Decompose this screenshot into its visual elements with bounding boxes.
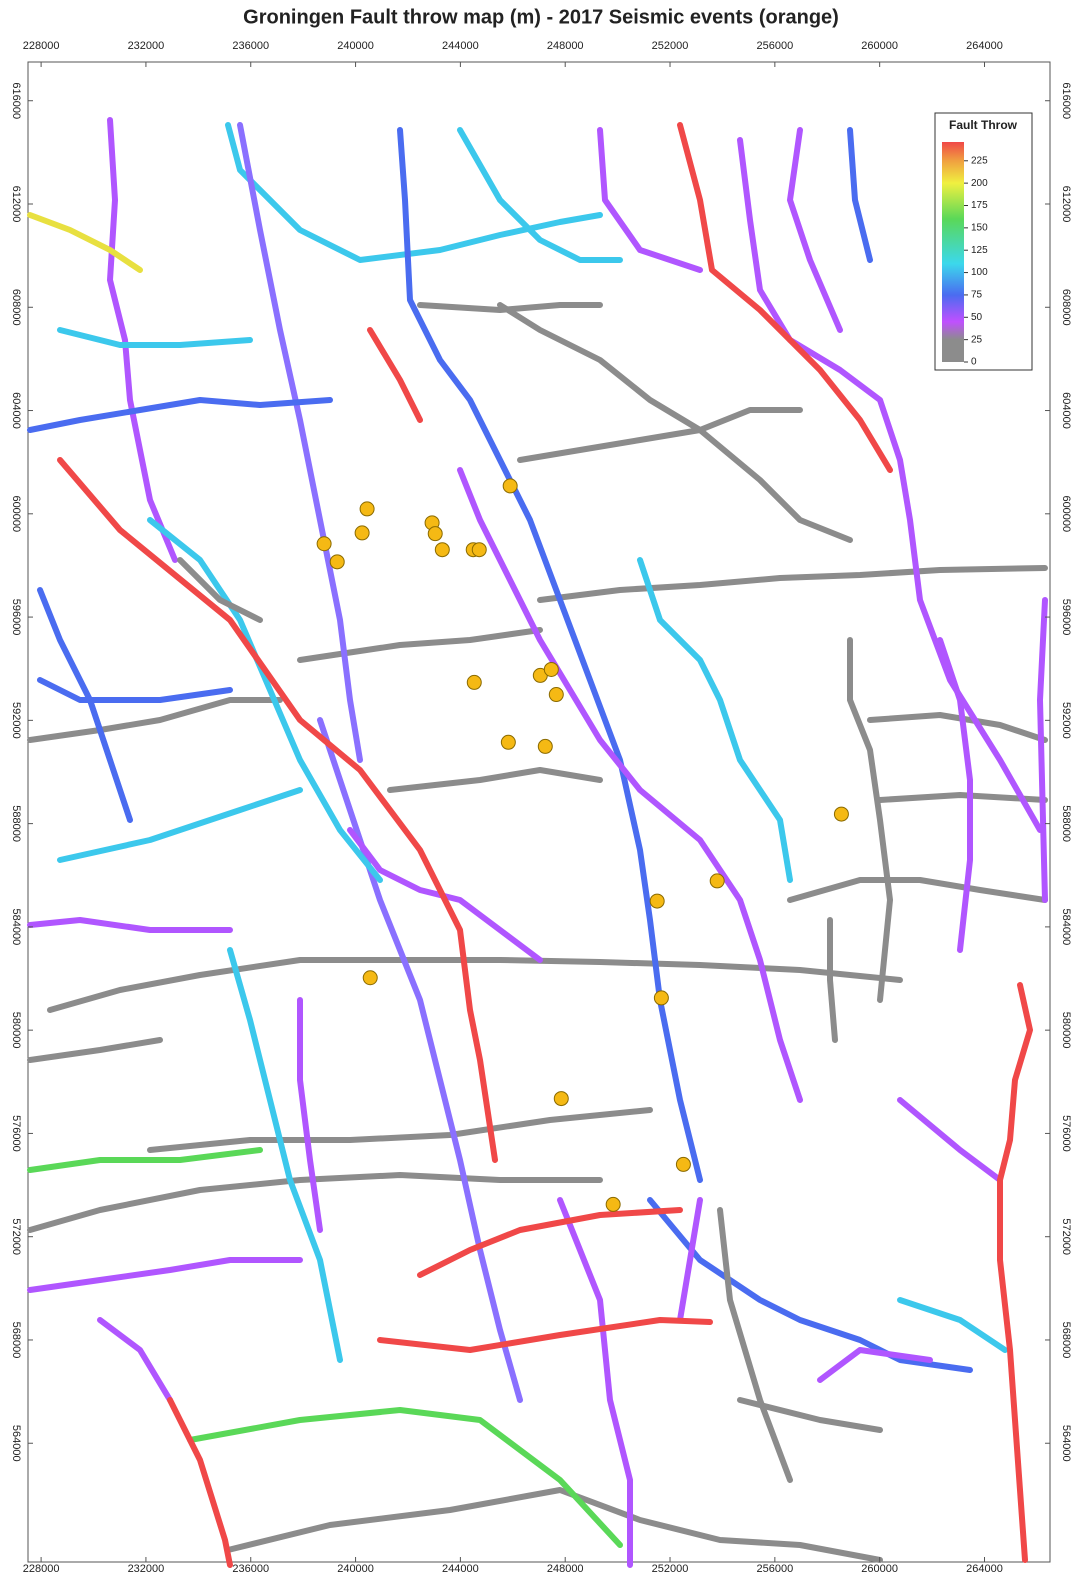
x-tick-label-top: 256000 xyxy=(756,40,793,52)
x-tick-label-bottom: 260000 xyxy=(861,1563,898,1575)
y-tick-label-right: 612000 xyxy=(1060,186,1072,223)
seismic-event xyxy=(606,1197,620,1211)
colorbar-tick-label: 225 xyxy=(971,155,988,166)
x-tick-label-bottom: 256000 xyxy=(756,1563,793,1575)
seismic-event xyxy=(554,1092,568,1106)
y-tick-label-left: 576000 xyxy=(10,1115,22,1152)
seismic-event xyxy=(360,502,374,516)
x-tick-label-top: 260000 xyxy=(861,40,898,52)
x-tick-label-top: 248000 xyxy=(547,40,584,52)
y-tick-label-left: 608000 xyxy=(10,289,22,326)
y-tick-label-left: 616000 xyxy=(10,82,22,119)
y-tick-label-right: 596000 xyxy=(1060,599,1072,636)
y-tick-label-right: 564000 xyxy=(1060,1425,1072,1462)
seismic-event xyxy=(549,688,563,702)
y-tick-label-left: 596000 xyxy=(10,599,22,636)
seismic-event xyxy=(654,991,668,1005)
seismic-event xyxy=(467,675,481,689)
x-tick-label-top: 236000 xyxy=(232,40,269,52)
seismic-event xyxy=(355,526,369,540)
legend: Fault Throw 0 25 50 75 100 125 150 175 200 225 xyxy=(935,113,1032,370)
x-tick-label-top: 240000 xyxy=(337,40,374,52)
y-tick-label-right: 568000 xyxy=(1060,1322,1072,1359)
x-tick-label-bottom: 232000 xyxy=(128,1563,165,1575)
seismic-event xyxy=(363,971,377,985)
map-title: Groningen Fault throw map (m) - 2017 Sei… xyxy=(243,6,839,28)
seismic-event xyxy=(676,1157,690,1171)
x-tick-label-top: 244000 xyxy=(442,40,479,52)
y-tick-label-right: 576000 xyxy=(1060,1115,1072,1152)
y-tick-label-right: 608000 xyxy=(1060,289,1072,326)
y-tick-label-right: 584000 xyxy=(1060,909,1072,946)
y-tick-label-right: 580000 xyxy=(1060,1012,1072,1049)
seismic-event xyxy=(330,555,344,569)
colorbar-tick-label: 200 xyxy=(971,178,988,189)
seismic-event xyxy=(317,537,331,551)
colorbar-tick-label: 150 xyxy=(971,222,988,233)
y-tick-label-left: 604000 xyxy=(10,392,22,429)
x-tick-label-top: 264000 xyxy=(966,40,1003,52)
y-tick-label-left: 572000 xyxy=(10,1218,22,1255)
color-bar xyxy=(942,142,964,362)
seismic-event xyxy=(650,894,664,908)
colorbar-tick-label: 100 xyxy=(971,267,988,278)
y-tick-label-left: 568000 xyxy=(10,1322,22,1359)
seismic-event xyxy=(710,874,724,888)
y-tick-label-left: 564000 xyxy=(10,1425,22,1462)
x-tick-label-bottom: 248000 xyxy=(547,1563,584,1575)
legend-title: Fault Throw xyxy=(949,118,1018,132)
seismic-event xyxy=(435,543,449,557)
y-tick-label-left: 584000 xyxy=(10,909,22,946)
seismic-event xyxy=(472,543,486,557)
y-tick-label-left: 600000 xyxy=(10,495,22,532)
colorbar-tick-label: 25 xyxy=(971,334,983,345)
seismic-event xyxy=(538,739,552,753)
y-tick-label-right: 572000 xyxy=(1060,1218,1072,1255)
fault-map: Groningen Fault throw map (m) - 2017 Sei… xyxy=(0,0,1083,1575)
x-tick-label-bottom: 244000 xyxy=(442,1563,479,1575)
y-tick-label-right: 592000 xyxy=(1060,702,1072,739)
y-tick-label-right: 604000 xyxy=(1060,392,1072,429)
seismic-event xyxy=(544,662,558,676)
colorbar-tick-label: 50 xyxy=(971,312,983,323)
y-tick-label-right: 600000 xyxy=(1060,495,1072,532)
y-tick-label-right: 588000 xyxy=(1060,805,1072,842)
colorbar-tick-label: 75 xyxy=(971,290,983,301)
seismic-event xyxy=(501,735,515,749)
seismic-event xyxy=(503,479,517,493)
colorbar-tick-label: 125 xyxy=(971,245,988,256)
x-tick-label-bottom: 240000 xyxy=(337,1563,374,1575)
y-tick-label-right: 616000 xyxy=(1060,82,1072,119)
x-tick-label-bottom: 236000 xyxy=(232,1563,269,1575)
y-tick-label-left: 580000 xyxy=(10,1012,22,1049)
x-tick-label-bottom: 264000 xyxy=(966,1563,1003,1575)
x-tick-label-top: 228000 xyxy=(23,40,60,52)
x-tick-label-top: 252000 xyxy=(652,40,689,52)
y-tick-label-left: 612000 xyxy=(10,186,22,223)
x-tick-label-bottom: 252000 xyxy=(652,1563,689,1575)
y-tick-label-left: 588000 xyxy=(10,805,22,842)
x-tick-label-bottom: 228000 xyxy=(23,1563,60,1575)
y-tick-label-left: 592000 xyxy=(10,702,22,739)
colorbar-tick-label: 175 xyxy=(971,200,988,211)
colorbar-tick-label: 0 xyxy=(971,357,977,368)
x-tick-label-top: 232000 xyxy=(128,40,165,52)
seismic-event xyxy=(428,527,442,541)
seismic-event xyxy=(834,807,848,821)
